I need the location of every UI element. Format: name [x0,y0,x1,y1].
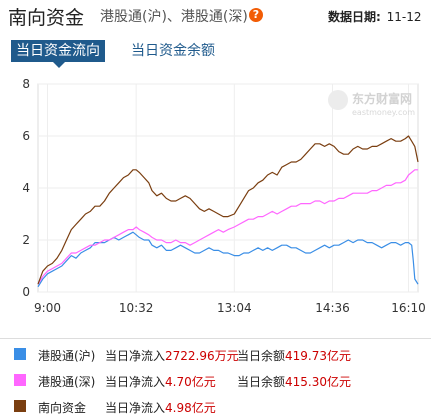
legend-row-hu: 港股通(沪) 当日净流入2722.96万元 当日余额419.73亿元 [0,341,431,367]
legend-swatch-south [14,400,26,412]
legend-name: 港股通(深) [38,375,96,389]
watermark-en: eastmoney.com [352,108,415,117]
data-date: 数据日期: 11-12 [328,8,422,25]
y-tick-label: 8 [22,77,30,91]
tab-daily-flow[interactable]: 当日资金流向 [11,40,105,68]
watermark: 东方财富网 eastmoney.com [328,90,415,117]
y-tick-label: 6 [22,129,30,143]
y-tick-label: 0 [22,285,30,299]
x-tick-label: 10:32 [119,301,154,315]
line-chart: 东方财富网 eastmoney.com 0 2 4 6 8 9:00 10:32 13:04 1… [22,77,425,315]
legend-flow: 当日净流入4.70亿元 [105,375,216,389]
legend-row-shen: 港股通(深) 当日净流入4.70亿元 当日余额415.30亿元 [0,367,431,393]
legend-balance: 当日余额419.73亿元 [237,349,352,363]
y-tick-label: 2 [22,233,30,247]
help-icon[interactable]: ? [249,8,263,22]
header: 南向资金 港股通(沪)、港股通(深) ? 数据日期: 11-12 [0,0,431,30]
x-tick-label: 13:04 [217,301,252,315]
legend: 港股通(沪) 当日净流入2722.96万元 当日余额419.73亿元 港股通(深… [0,338,431,419]
series-line-1 [37,169,418,285]
series [37,135,419,288]
legend-balance: 当日余额415.30亿元 [237,375,352,389]
x-tick-label: 14:36 [315,301,350,315]
legend-name: 港股通(沪) [38,349,96,363]
y-tick-label: 4 [22,181,30,195]
x-tick-label: 16:10 [391,301,426,315]
legend-name: 南向资金 [38,401,87,415]
axes: 0 2 4 6 8 9:00 10:32 13:04 14:36 16:10 [22,77,425,315]
date-label: 数据日期: [328,10,381,24]
legend-flow: 当日净流入2722.96万元 [105,349,239,363]
legend-flow: 当日净流入4.98亿元 [105,401,216,415]
grid [37,83,419,293]
legend-row-south: 南向资金 当日净流入4.98亿元 [0,393,431,419]
series-line-2 [37,135,419,285]
legend-swatch-hu [14,348,26,360]
date-value: 11-12 [386,10,422,24]
legend-swatch-shen [14,374,26,386]
x-tick-label: 9:00 [34,301,61,315]
tab-daily-balance[interactable]: 当日资金余额 [131,43,215,59]
watermark-logo-icon [328,90,348,110]
watermark-cn: 东方财富网 [352,91,412,106]
page-subtitle: 港股通(沪)、港股通(深) [100,9,248,25]
page-title: 南向资金 [8,7,85,29]
series-line-0 [37,231,419,288]
